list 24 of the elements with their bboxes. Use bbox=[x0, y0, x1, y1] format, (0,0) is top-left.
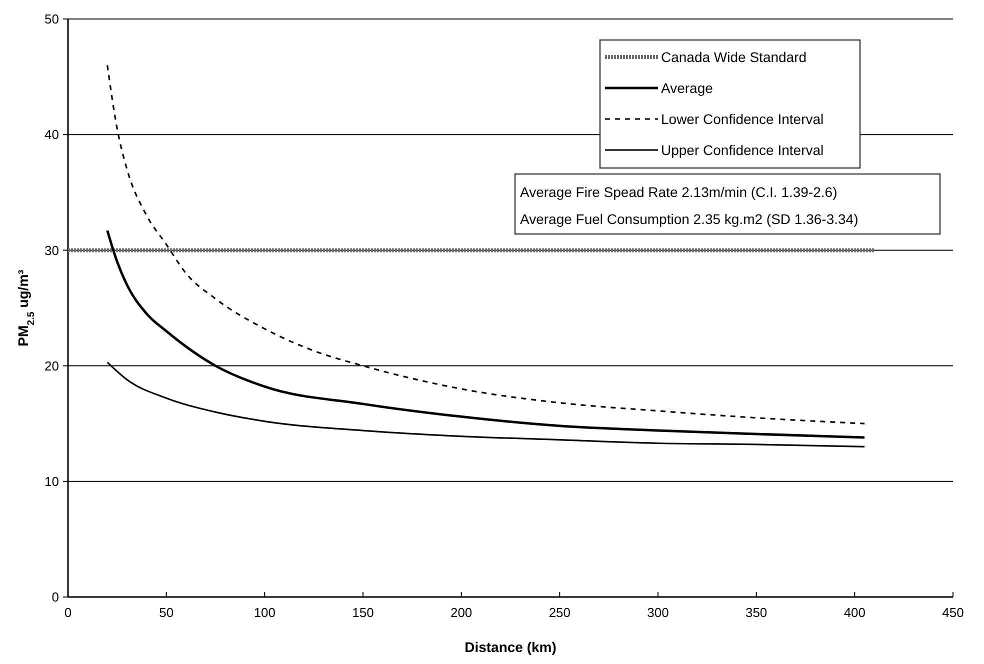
legend-label: Average bbox=[661, 80, 714, 96]
legend-label: Lower Confidence Interval bbox=[661, 110, 824, 127]
legend-label: Upper Confidence Interval bbox=[661, 142, 824, 158]
x-tick-label: 300 bbox=[647, 605, 669, 620]
x-tick-label: 50 bbox=[159, 605, 174, 620]
y-tick-label: 10 bbox=[44, 474, 59, 489]
x-tick-label: 150 bbox=[352, 605, 374, 620]
annotation: Average Fire Spead Rate 2.13m/min (C.I. 1.39-2.6) bbox=[520, 184, 838, 200]
x-tick-label: 100 bbox=[254, 605, 276, 620]
x-tick-label: 0 bbox=[64, 605, 72, 620]
x-tick-label: 450 bbox=[942, 605, 964, 620]
y-tick-label: 30 bbox=[44, 242, 59, 258]
note-box: Average Fire Spead Rate 2.13m/min (C.I. 1.39-2.6) Average Fuel Consumption 2.35 kg.m2 (SD 1.36-3.34) bbox=[514, 174, 940, 234]
y-tick-label: 0 bbox=[52, 590, 59, 605]
x-tick-label: 350 bbox=[745, 605, 768, 620]
x-axis-title: Distance (km) bbox=[464, 639, 556, 655]
y-tick-label: 50 bbox=[44, 12, 59, 27]
legend-label: Canada Wide Standard bbox=[661, 48, 807, 65]
y-tick-label: 40 bbox=[44, 127, 59, 142]
x-tick-label: 400 bbox=[844, 605, 866, 620]
x-tick-label: 200 bbox=[450, 605, 472, 620]
x-tick-label: 250 bbox=[548, 605, 571, 620]
y-tick-label: 20 bbox=[44, 358, 59, 374]
annotation: Average Fuel Consumption 2.35 kg.m2 (SD 1.36-3.34) bbox=[520, 210, 858, 227]
